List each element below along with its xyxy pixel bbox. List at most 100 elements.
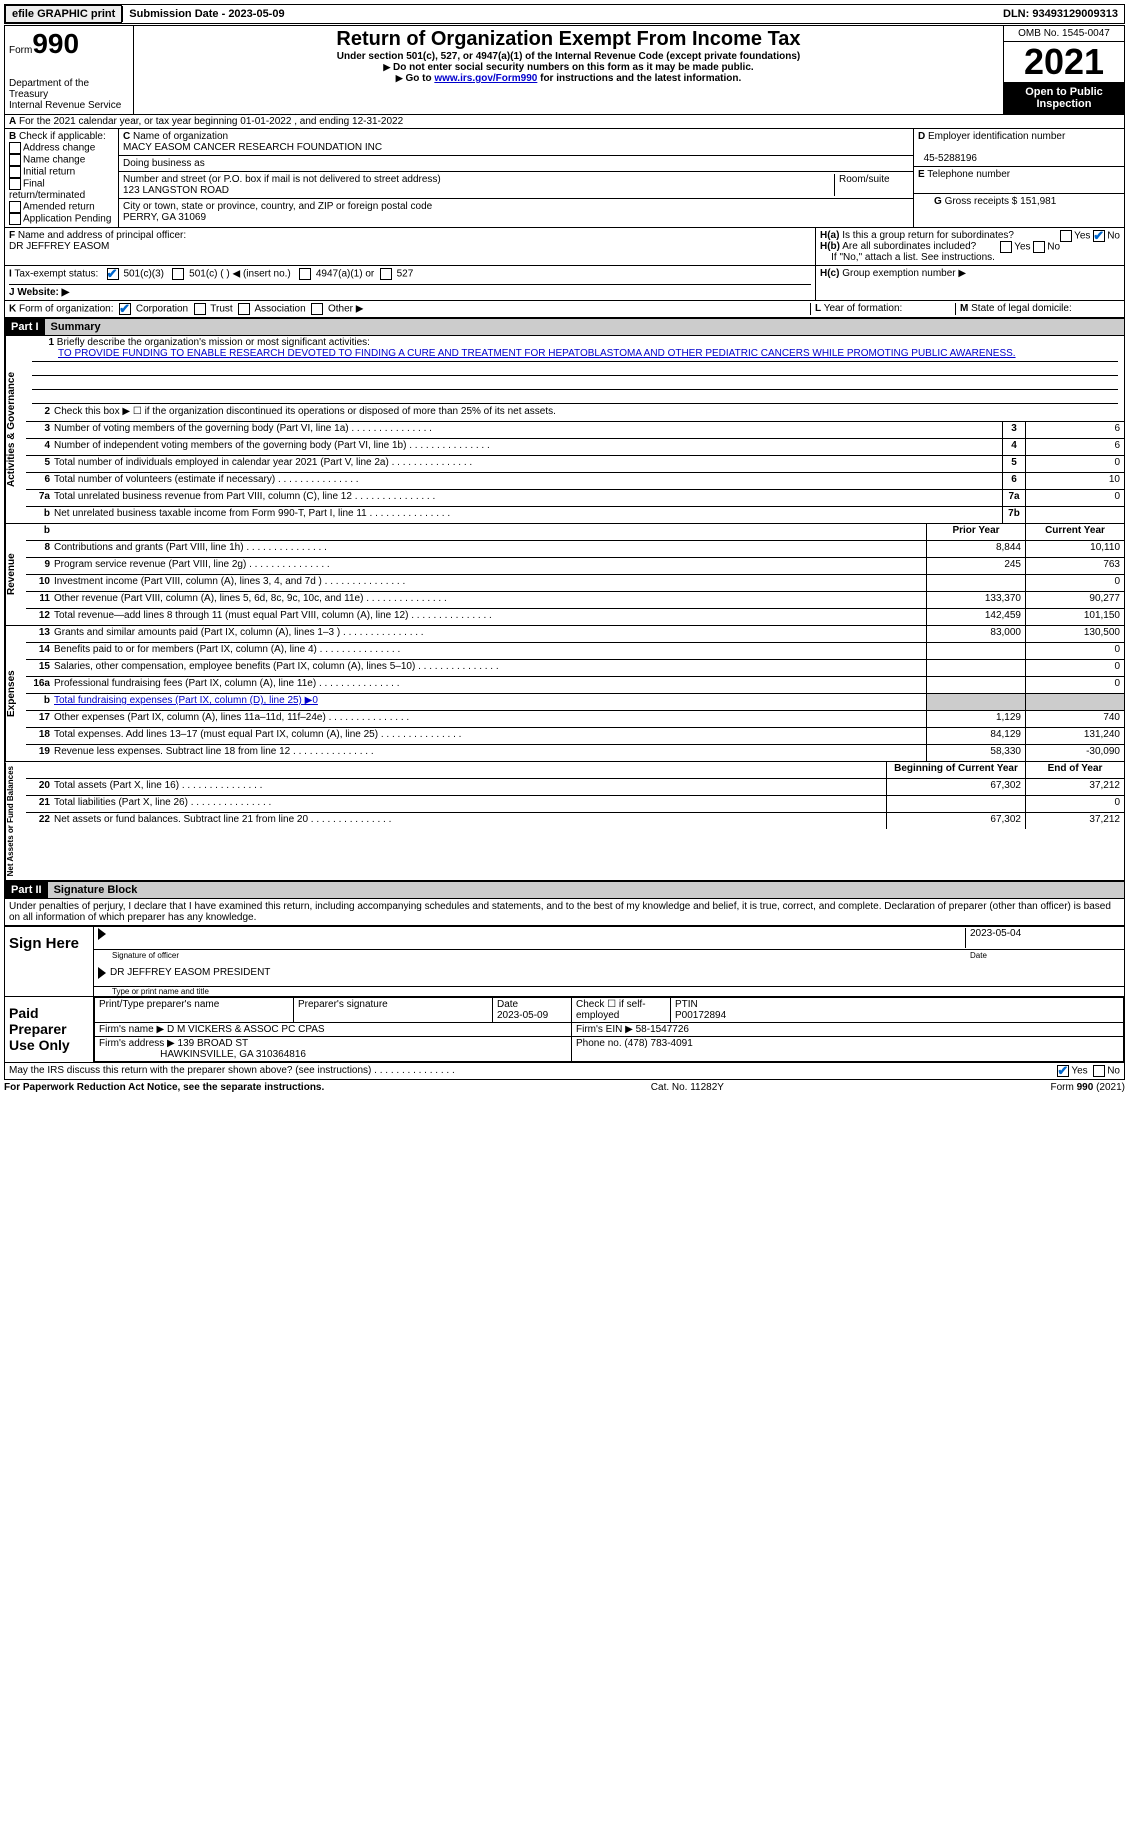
submission-date: Submission Date - 2023-05-09 bbox=[122, 6, 290, 22]
discuss-no[interactable] bbox=[1093, 1065, 1105, 1077]
ha-yes[interactable] bbox=[1060, 230, 1072, 242]
cb-527[interactable] bbox=[380, 268, 392, 280]
omb-number: OMB No. 1545-0047 bbox=[1004, 26, 1124, 42]
irs-label: Internal Revenue Service bbox=[9, 100, 129, 111]
net-section: Net Assets or Fund Balances Beginning of… bbox=[4, 762, 1125, 881]
sig-date-label: Date bbox=[970, 951, 1120, 965]
year-formation: Year of formation: bbox=[824, 303, 903, 314]
ptin-val: P00172894 bbox=[675, 1010, 726, 1021]
sig-officer-label: Signature of officer bbox=[98, 951, 970, 965]
street-label: Number and street (or P.O. box if mail i… bbox=[123, 174, 441, 185]
cb-name[interactable] bbox=[9, 154, 21, 166]
header-left: Form990 Department of the Treasury Inter… bbox=[5, 26, 134, 114]
discuss-yes[interactable] bbox=[1057, 1065, 1069, 1077]
boy-hdr: Beginning of Current Year bbox=[886, 762, 1025, 778]
dept-treasury: Department of the Treasury bbox=[9, 78, 129, 100]
website-label: Website: ▶ bbox=[17, 287, 69, 298]
prep-sig-lbl: Preparer's signature bbox=[294, 998, 493, 1023]
prep-date: 2023-05-09 bbox=[497, 1010, 548, 1021]
subtitle-1: Under section 501(c), 527, or 4947(a)(1)… bbox=[138, 51, 999, 62]
col-c: C Name of organization MACY EASOM CANCER… bbox=[119, 129, 913, 227]
cb-4947[interactable] bbox=[299, 268, 311, 280]
side-expenses: Expenses bbox=[5, 626, 26, 761]
row-klm: K Form of organization: Corporation Trus… bbox=[4, 301, 1125, 318]
form-title: Return of Organization Exempt From Incom… bbox=[138, 28, 999, 51]
addr-lbl: Firm's address ▶ bbox=[99, 1038, 175, 1049]
part2-num: Part II bbox=[5, 882, 48, 898]
firm-name: D M VICKERS & ASSOC PC CPAS bbox=[167, 1024, 325, 1035]
h-note: If "No," attach a list. See instructions… bbox=[831, 252, 995, 263]
org-name-label: Name of organization bbox=[133, 131, 228, 142]
cb-pending[interactable] bbox=[9, 213, 21, 225]
efile-button[interactable]: efile GRAPHIC print bbox=[5, 5, 122, 23]
row-ij: I Tax-exempt status: 501(c)(3) 501(c) ( … bbox=[4, 266, 1125, 301]
firm-phone: (478) 783-4091 bbox=[624, 1038, 692, 1049]
discuss-row: May the IRS discuss this return with the… bbox=[4, 1063, 1125, 1080]
ha-no[interactable] bbox=[1093, 230, 1105, 242]
row-fh: F Name and address of principal officer:… bbox=[4, 228, 1125, 266]
room-label: Room/suite bbox=[835, 174, 909, 196]
tax-year: 2021 bbox=[1004, 42, 1124, 82]
name-title-label: Type or print name and title bbox=[94, 987, 1124, 996]
cb-initial[interactable] bbox=[9, 166, 21, 178]
phone-label: Telephone number bbox=[927, 169, 1010, 180]
preparer-table: Print/Type preparer's name Preparer's si… bbox=[94, 997, 1124, 1062]
phone-lbl: Phone no. bbox=[576, 1038, 622, 1049]
cb-assoc[interactable] bbox=[238, 303, 250, 315]
state-domicile: State of legal domicile: bbox=[971, 303, 1072, 314]
part1-header: Part I Summary bbox=[4, 318, 1125, 336]
form-number: 990 bbox=[32, 28, 79, 59]
discuss-text: May the IRS discuss this return with the… bbox=[9, 1065, 371, 1076]
subtitle-2: Do not enter social security numbers on … bbox=[393, 62, 754, 73]
cb-corp[interactable] bbox=[119, 303, 131, 315]
ptin-lbl: PTIN bbox=[675, 999, 698, 1010]
mission-label: Briefly describe the organization's miss… bbox=[57, 337, 370, 348]
gov-section: Activities & Governance 1 Briefly descri… bbox=[4, 336, 1125, 524]
dln-label: DLN: 93493129009313 bbox=[997, 6, 1124, 22]
eoy-hdr: End of Year bbox=[1025, 762, 1124, 778]
exp-section: Expenses 13Grants and similar amounts pa… bbox=[4, 626, 1125, 762]
self-emp: Check ☐ if self-employed bbox=[576, 999, 646, 1021]
caret-icon-2 bbox=[98, 967, 106, 979]
form-org-label: Form of organization: bbox=[19, 304, 114, 315]
city-value: PERRY, GA 31069 bbox=[123, 212, 206, 223]
calendar-year-text: For the 2021 calendar year, or tax year … bbox=[19, 116, 403, 127]
hb-no[interactable] bbox=[1033, 241, 1045, 253]
firm-addr1: 139 BROAD ST bbox=[178, 1038, 249, 1049]
ein-lbl: Firm's EIN ▶ bbox=[576, 1024, 633, 1035]
hc-text: Group exemption number ▶ bbox=[842, 268, 966, 279]
header-mid: Return of Organization Exempt From Incom… bbox=[134, 26, 1003, 114]
cb-501c3[interactable] bbox=[107, 268, 119, 280]
cb-other[interactable] bbox=[311, 303, 323, 315]
check-applicable: Check if applicable: bbox=[19, 131, 106, 142]
paid-preparer: Paid Preparer Use Only bbox=[5, 997, 94, 1062]
cb-address[interactable] bbox=[9, 142, 21, 154]
side-revenue: Revenue bbox=[5, 524, 26, 625]
tax-status-label: Tax-exempt status: bbox=[14, 269, 98, 280]
prep-date-lbl: Date bbox=[497, 999, 518, 1010]
cb-trust[interactable] bbox=[194, 303, 206, 315]
cb-final[interactable] bbox=[9, 178, 21, 190]
part2-title: Signature Block bbox=[48, 882, 144, 898]
col-d: D Employer identification number 45-5288… bbox=[913, 129, 1124, 227]
open-inspection: Open to Public Inspection bbox=[1004, 82, 1124, 114]
form990-link[interactable]: www.irs.gov/Form990 bbox=[434, 73, 537, 84]
goto-pre: Go to bbox=[405, 73, 434, 84]
officer-name: DR JEFFREY EASOM bbox=[9, 241, 109, 252]
header-right: OMB No. 1545-0047 2021 Open to Public In… bbox=[1003, 26, 1124, 114]
cb-amended[interactable] bbox=[9, 201, 21, 213]
ein-value: 45-5288196 bbox=[924, 153, 977, 164]
dba-label: Doing business as bbox=[119, 156, 913, 172]
sign-date: 2023-05-04 bbox=[965, 928, 1120, 948]
gross-value: 151,981 bbox=[1020, 196, 1056, 207]
cb-501c[interactable] bbox=[172, 268, 184, 280]
part1-num: Part I bbox=[5, 319, 45, 335]
ln-b: b bbox=[26, 524, 52, 540]
form-label: Form bbox=[9, 45, 32, 56]
hb-text: Are all subordinates included? bbox=[842, 241, 976, 252]
rev-section: Revenue b Prior Year Current Year 8Contr… bbox=[4, 524, 1125, 626]
side-net: Net Assets or Fund Balances bbox=[5, 762, 26, 880]
section-a: A For the 2021 calendar year, or tax yea… bbox=[4, 115, 1125, 129]
hb-yes[interactable] bbox=[1000, 241, 1012, 253]
street-value: 123 LANGSTON ROAD bbox=[123, 185, 229, 196]
